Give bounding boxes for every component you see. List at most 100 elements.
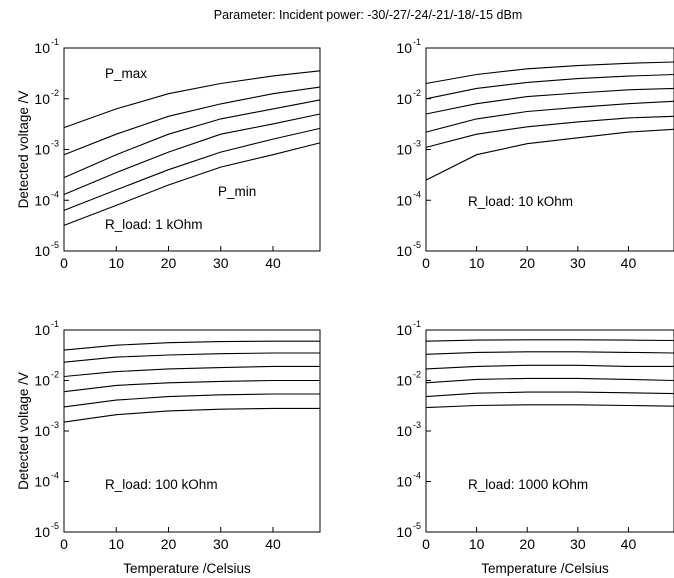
chart-panel-4: 10 -510 -410 -310 -210 -10 10 20 30 40R_load: 100… [396,319,674,576]
x-tick-label: 20 [161,536,177,552]
y-tick-exponent: -3 [51,420,59,430]
annotation-label: R_load: 10 kOhm [468,194,573,209]
y-tick-exponent: -3 [413,139,421,149]
annotation-label: R_load: 1000 kOhm [468,477,588,492]
y-tick-label: 10 [34,91,50,107]
x-tick-label: 30 [570,255,586,271]
y-tick-label: 10 [396,474,412,490]
y-tick-label: 10 [34,40,50,56]
x-tick-label: 10 [469,255,485,271]
y-tick-exponent: -1 [413,319,421,329]
series-line-4 [425,100,674,133]
y-axis-label: Detected voltage /V [16,372,31,490]
y-tick-exponent: -3 [413,420,421,430]
series-line-4 [425,364,674,370]
y-tick-exponent: -3 [51,139,59,149]
figure-title: Parameter: Incident power: -30/-27/-24/-… [214,8,522,22]
y-tick-label: 10 [396,373,412,389]
y-tick-label: 10 [396,142,412,158]
series-line-5 [63,393,320,408]
x-tick-label: 0 [60,255,68,271]
series-line-5 [63,127,321,211]
plot-frame [425,329,674,533]
y-tick-exponent: -5 [51,240,59,250]
series-line-3 [63,99,321,179]
y-tick-exponent: -5 [51,521,59,531]
y-tick-exponent: -1 [413,37,421,47]
annotation-label: R_load: 100 kOhm [105,477,218,492]
x-tick-label: 40 [265,536,281,552]
series-line-6 [425,391,674,398]
series-line-6 [425,128,674,181]
y-tick-label: 10 [396,243,412,259]
y-axis-label: Detected voltage /V [16,91,31,209]
y-tick-exponent: -4 [413,189,421,199]
series-line-4 [63,113,321,196]
series-line-5 [425,115,674,148]
y-tick-exponent: -2 [51,370,59,380]
y-tick-label: 10 [34,524,50,540]
y-tick-label: 10 [396,322,412,338]
x-axis-label: Temperature /Celsius [123,561,251,576]
x-tick-label: 20 [161,255,177,271]
x-tick-label: 10 [108,536,124,552]
x-tick-label: 20 [519,255,535,271]
y-tick-exponent: -4 [413,471,421,481]
y-tick-exponent: -1 [51,319,59,329]
x-tick-label: 10 [108,255,124,271]
series-line-3 [63,365,320,378]
series-line-7 [425,404,674,409]
x-tick-label: 0 [422,536,430,552]
series-line-5 [425,377,674,384]
chart-panel-2: 10 -510 -410 -310 -210 -10 10 20 30 40R_load: 10 … [396,37,674,271]
x-tick-label: 40 [621,255,637,271]
y-tick-label: 10 [396,524,412,540]
x-tick-label: 30 [213,255,229,271]
y-tick-label: 10 [396,423,412,439]
series-line-1 [63,340,320,351]
x-tick-label: 0 [422,255,430,271]
y-tick-exponent: -1 [51,37,59,47]
y-tick-label: 10 [34,322,50,338]
y-tick-label: 10 [34,373,50,389]
y-tick-exponent: -4 [51,471,59,481]
annotation-label: P_max [105,66,147,81]
x-tick-label: 0 [60,536,68,552]
x-tick-label: 20 [519,536,535,552]
x-tick-label: 40 [265,255,281,271]
y-tick-label: 10 [34,142,50,158]
annotation-label: R_load: 1 kOhm [105,217,203,232]
chart-panel-3: 10 -510 -410 -310 -210 -10 10 20 30 40R_load: 100… [16,319,321,576]
x-tick-label: 30 [570,536,586,552]
y-tick-exponent: -2 [413,370,421,380]
y-tick-label: 10 [34,474,50,490]
series-line-6 [63,407,320,423]
series-line-4 [63,379,320,393]
plot-frame [63,329,321,533]
series-line-2 [425,339,674,342]
y-tick-label: 10 [396,91,412,107]
series-line-3 [425,87,674,115]
y-tick-label: 10 [34,243,50,259]
y-tick-exponent: -4 [51,189,59,199]
series-line-2 [63,86,321,156]
series-line-6 [63,142,321,226]
y-tick-exponent: -5 [413,521,421,531]
y-tick-exponent: -2 [413,88,421,98]
x-axis-label: Temperature /Celsius [481,561,609,576]
y-tick-exponent: -2 [51,88,59,98]
x-tick-label: 30 [213,536,229,552]
series-line-1 [63,70,321,129]
y-tick-label: 10 [34,423,50,439]
y-tick-label: 10 [396,40,412,56]
x-tick-label: 40 [621,536,637,552]
annotation-label: P_min [218,184,256,199]
series-line-3 [425,351,674,355]
chart-panel-1: 10 -510 -410 -310 -210 -10 10 20 30 40P_maxP_minR… [16,37,321,271]
series-line-1 [425,61,674,85]
plot-frame [425,47,674,252]
series-line-2 [425,73,674,100]
series-line-2 [63,352,320,363]
y-tick-label: 10 [396,192,412,208]
